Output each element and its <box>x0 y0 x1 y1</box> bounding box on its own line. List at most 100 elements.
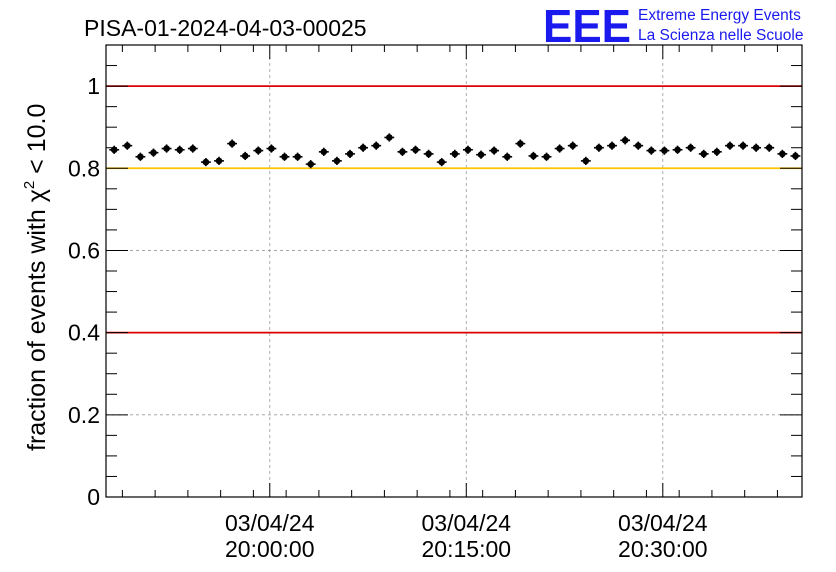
y-tick-label: 0.6 <box>68 237 100 263</box>
data-point-marker <box>451 150 459 158</box>
data-point-marker <box>320 148 328 156</box>
data-point-marker <box>765 144 773 152</box>
eee-logo: EEE Extreme Energy Events La Scienza nel… <box>543 0 803 52</box>
data-point-marker <box>333 157 341 165</box>
data-point <box>698 149 709 158</box>
data-point-marker <box>674 146 681 154</box>
y-axis-label-prefix: fraction of events with χ <box>23 189 51 451</box>
data-point <box>200 158 211 167</box>
data-point <box>135 152 146 161</box>
data-point <box>476 150 486 159</box>
data-point-marker <box>307 160 315 168</box>
data-point-marker <box>595 144 603 152</box>
data-point <box>607 141 617 150</box>
data-point <box>345 149 355 158</box>
data-point-marker <box>150 149 157 156</box>
data-point <box>580 156 591 165</box>
data-point <box>541 152 552 161</box>
y-tick-label: 0.4 <box>68 320 100 346</box>
eee-logo-letters: EEE <box>543 0 631 52</box>
data-point <box>148 148 159 157</box>
data-point <box>554 144 565 153</box>
data-point <box>502 152 513 161</box>
data-point <box>711 147 722 156</box>
eee-logo-line1: Extreme Energy Events <box>638 7 801 24</box>
data-point-marker <box>752 144 760 152</box>
data-point-marker <box>359 144 367 152</box>
x-tick-label-time: 20:00:00 <box>225 536 315 562</box>
data-point <box>725 141 735 150</box>
data-point-marker <box>779 150 786 158</box>
chart-title: PISA-01-2024-04-03-00025 <box>84 15 367 41</box>
data-point-marker <box>648 147 655 154</box>
data-point <box>567 141 578 150</box>
data-point <box>489 146 500 155</box>
y-tick-labels: 0 0.2 0.4 0.6 0.8 1 <box>68 73 100 510</box>
data-point <box>764 143 775 152</box>
data-point <box>292 152 303 161</box>
data-point <box>187 144 198 153</box>
x-tick-labels: 03/04/2420:00:0003/04/2420:15:0003/04/24… <box>225 510 708 562</box>
data-point <box>738 141 748 150</box>
data-point <box>384 133 395 142</box>
data-point <box>266 144 277 153</box>
data-points <box>109 133 801 169</box>
data-point-marker <box>792 152 799 160</box>
data-point <box>397 147 408 156</box>
data-point-marker <box>386 134 393 141</box>
data-point-marker <box>700 150 708 158</box>
data-point-marker <box>582 157 590 165</box>
data-point <box>449 149 460 158</box>
data-point-marker <box>503 153 511 161</box>
data-point-marker <box>228 140 236 147</box>
data-point-marker <box>346 150 354 158</box>
data-point <box>646 146 657 155</box>
data-point-marker <box>569 142 577 149</box>
data-point <box>161 144 172 153</box>
data-point <box>122 141 133 150</box>
data-point <box>620 136 631 145</box>
data-point-marker <box>372 142 380 149</box>
data-point-marker <box>294 153 301 161</box>
data-point <box>358 143 369 152</box>
data-point-marker <box>517 140 524 147</box>
data-point-marker <box>425 150 432 158</box>
y-axis-label: fraction of events with χ2 < 10.0 <box>21 104 51 451</box>
axis-ticks <box>106 44 802 498</box>
reference-lines <box>106 85 802 334</box>
data-point-marker <box>241 152 249 160</box>
data-point <box>777 149 788 158</box>
data-point-marker <box>713 148 721 156</box>
data-point-marker <box>202 158 210 166</box>
y-tick-label: 0 <box>87 484 100 510</box>
data-point-marker <box>556 145 563 152</box>
data-point <box>318 147 329 156</box>
x-tick-label-time: 20:15:00 <box>422 536 512 562</box>
data-point-marker <box>726 142 734 149</box>
data-point-marker <box>137 153 144 161</box>
data-point-marker <box>661 147 668 154</box>
data-point <box>331 156 342 165</box>
data-point <box>528 151 539 161</box>
data-point-marker <box>687 144 694 152</box>
data-point-marker <box>412 146 419 154</box>
x-tick-label-date: 03/04/24 <box>225 510 315 536</box>
data-point-marker <box>543 153 550 161</box>
data-point <box>305 160 316 169</box>
data-point <box>790 151 801 161</box>
data-point <box>751 143 762 152</box>
data-point-marker <box>163 145 170 152</box>
data-point <box>685 143 696 152</box>
y-tick-label: 0.8 <box>68 155 100 181</box>
data-point <box>436 158 447 167</box>
data-point-marker <box>215 157 223 165</box>
y-axis-label-sup: 2 <box>21 181 38 189</box>
eee-logo-line2: La Scienza nelle Scuole <box>638 27 803 44</box>
data-point-marker <box>634 142 642 149</box>
y-axis-label-suffix: < 10.0 <box>23 104 51 181</box>
data-point <box>279 152 290 161</box>
data-point-marker <box>438 158 446 166</box>
data-point-marker <box>739 142 747 149</box>
data-point-marker <box>123 142 131 149</box>
